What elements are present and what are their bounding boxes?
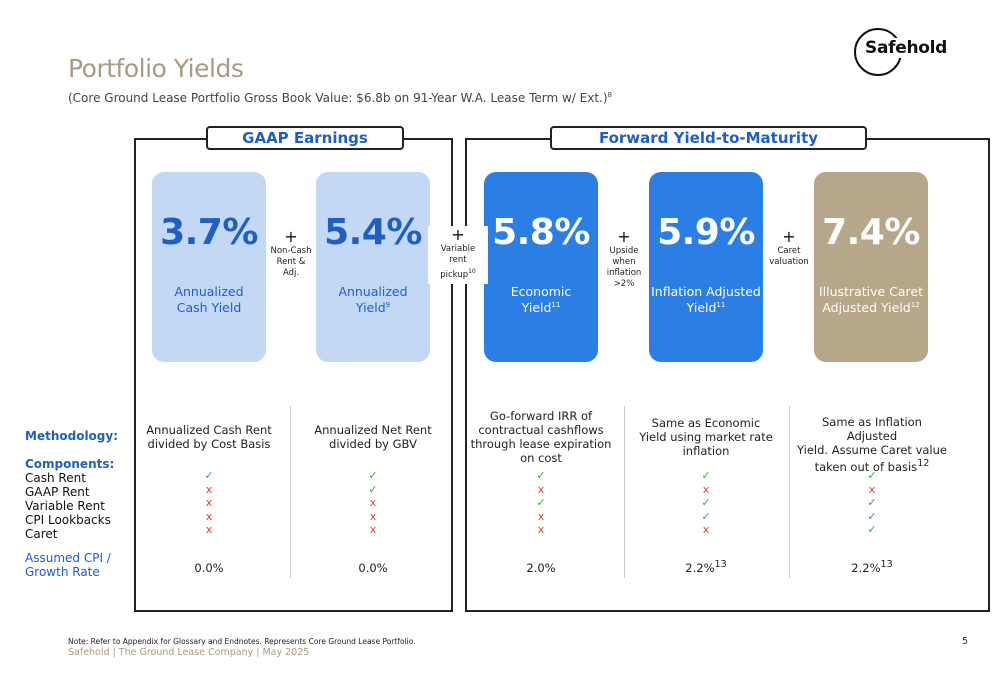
- column-divider: [789, 406, 790, 578]
- subtitle-text: (Core Ground Lease Portfolio Gross Book …: [68, 91, 608, 105]
- operator-note: Variable rent pickup10: [440, 244, 476, 280]
- methodology-annualized-yield: Annualized Net Rent divided by GBV: [314, 423, 432, 451]
- components-inflation-adjusted: ✓ x ✓ ✓ x: [631, 469, 781, 537]
- forward-yield-heading: Forward Yield-to-Maturity: [550, 126, 867, 150]
- footnote: Note: Refer to Appendix for Glossary and…: [68, 637, 416, 646]
- methodology-economic-yield: Go-forward IRR of contractual cashflows th…: [470, 409, 612, 465]
- x-icon: x: [205, 509, 213, 523]
- page-number: 5: [962, 636, 969, 647]
- check-icon: ✓: [536, 496, 546, 509]
- methodology-caret-adjusted: Same as Inflation Adjusted Yield. Assume …: [797, 415, 947, 474]
- page-title: Portfolio Yields: [68, 54, 244, 83]
- column-divider: [290, 406, 291, 578]
- footer-company: Safehold | The Ground Lease Company | Ma…: [68, 647, 310, 658]
- components-caret-adjusted: ✓ x ✓ ✓ ✓: [797, 469, 947, 537]
- check-icon: ✓: [701, 509, 711, 523]
- check-icon: ✓: [368, 482, 378, 496]
- check-icon: ✓: [204, 469, 214, 482]
- x-icon: x: [369, 496, 377, 509]
- economic-yield-card: 5.8% Economic Yield11: [484, 172, 598, 362]
- cpi-caret-adjusted: 2.2%13: [851, 559, 893, 575]
- cpi-inflation-adjusted: 2.2%13: [685, 559, 727, 575]
- operator-caret-valuation: + Caret valuation: [759, 228, 819, 268]
- plus-icon: +: [284, 227, 298, 246]
- x-icon: x: [537, 509, 545, 523]
- check-icon: ✓: [867, 509, 877, 523]
- x-icon: x: [537, 523, 545, 536]
- safehold-logo: Safehold: [854, 28, 950, 76]
- subtitle-footnote: 8: [607, 91, 613, 99]
- component-caret: Caret: [25, 527, 58, 541]
- check-icon: ✓: [867, 523, 877, 536]
- methodology-label: Methodology:: [25, 429, 119, 443]
- operator-note: Non-Cash Rent & Adj.: [270, 246, 312, 278]
- x-icon: x: [702, 523, 710, 536]
- x-icon: x: [537, 482, 545, 496]
- plus-icon: +: [617, 227, 631, 246]
- check-icon: ✓: [867, 496, 877, 509]
- cpi-cash-yield: 0.0%: [194, 560, 224, 575]
- column-divider: [624, 406, 625, 578]
- component-gaap-rent: GAAP Rent: [25, 485, 90, 499]
- methodology-cash-yield: Annualized Cash Rent divided by Cost Basi…: [146, 423, 272, 451]
- components-label: Components:: [25, 457, 115, 471]
- x-icon: x: [205, 482, 213, 496]
- check-icon: ✓: [701, 469, 711, 482]
- check-icon: ✓: [368, 469, 378, 482]
- annualized-yield-card: 5.4% Annualized Yield9: [316, 172, 430, 362]
- cpi-annualized-yield: 0.0%: [358, 560, 388, 575]
- logo-text: Safehold: [863, 38, 950, 58]
- x-icon: x: [205, 496, 213, 509]
- card-value: 7.4%: [822, 212, 920, 253]
- operator-inflation-upside: + Upside when inflation >2%: [594, 228, 654, 290]
- component-variable-rent: Variable Rent: [25, 499, 105, 513]
- components-annualized-yield: ✓ ✓ x x x: [298, 469, 448, 537]
- card-label: Annualized Cash Yield: [174, 284, 244, 315]
- component-cash-rent: Cash Rent: [25, 471, 86, 485]
- components-economic-yield: ✓ x ✓ x x: [466, 469, 616, 537]
- caret-adjusted-yield-card: 7.4% Illustrative Caret Adjusted Yield12: [814, 172, 928, 362]
- x-icon: x: [702, 482, 710, 496]
- check-icon: ✓: [536, 469, 546, 482]
- components-cash-yield: ✓ x x x x: [134, 469, 284, 537]
- annualized-cash-yield-card: 3.7% Annualized Cash Yield: [152, 172, 266, 362]
- check-icon: ✓: [867, 469, 877, 482]
- inflation-adjusted-yield-card: 5.9% Inflation Adjusted Yield11: [649, 172, 763, 362]
- plus-icon: +: [782, 227, 796, 246]
- gaap-earnings-heading: GAAP Earnings: [206, 126, 404, 150]
- operator-non-cash-rent: + Non-Cash Rent & Adj.: [261, 228, 321, 279]
- x-icon: x: [868, 482, 876, 496]
- card-label: Inflation Adjusted Yield11: [651, 284, 761, 315]
- page-subtitle: (Core Ground Lease Portfolio Gross Book …: [68, 91, 612, 105]
- x-icon: x: [369, 509, 377, 523]
- card-value: 5.8%: [492, 212, 590, 253]
- card-value: 5.4%: [324, 212, 422, 253]
- cpi-label: Assumed CPI / Growth Rate: [25, 551, 111, 579]
- x-icon: x: [369, 523, 377, 536]
- check-icon: ✓: [701, 496, 711, 509]
- operator-variable-rent: + Variable rent pickup10: [428, 226, 488, 284]
- card-value: 3.7%: [160, 212, 258, 253]
- methodology-inflation-adjusted: Same as Economic Yield using market rate i…: [639, 416, 773, 458]
- operator-note: Upside when inflation >2%: [606, 246, 642, 289]
- operator-note: Caret valuation: [769, 246, 809, 267]
- plus-icon: +: [451, 225, 465, 244]
- card-label: Illustrative Caret Adjusted Yield12: [818, 284, 924, 315]
- component-cpi-lookbacks: CPI Lookbacks: [25, 513, 111, 527]
- cpi-economic-yield: 2.0%: [526, 560, 556, 575]
- x-icon: x: [205, 523, 213, 536]
- card-label: Annualized Yield9: [338, 284, 408, 315]
- card-value: 5.9%: [657, 212, 755, 253]
- card-label: Economic Yield11: [510, 284, 572, 315]
